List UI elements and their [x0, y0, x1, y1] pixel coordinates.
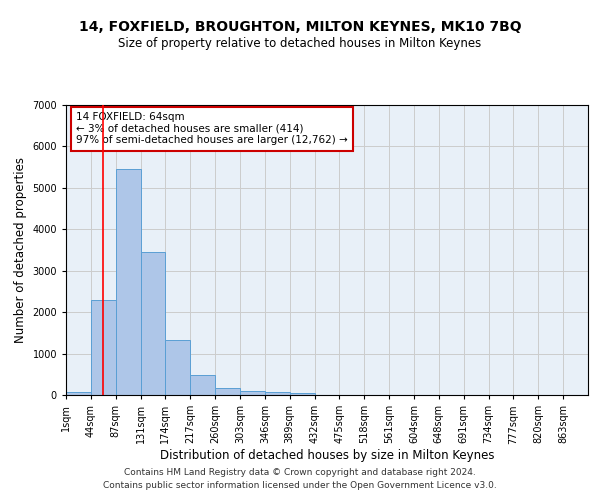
Y-axis label: Number of detached properties: Number of detached properties: [14, 157, 27, 343]
Text: 14, FOXFIELD, BROUGHTON, MILTON KEYNES, MK10 7BQ: 14, FOXFIELD, BROUGHTON, MILTON KEYNES, …: [79, 20, 521, 34]
Bar: [240, 391, 265, 395]
Text: Size of property relative to detached houses in Milton Keynes: Size of property relative to detached ho…: [118, 38, 482, 51]
Bar: [140, 252, 166, 395]
X-axis label: Distribution of detached houses by size in Milton Keynes: Distribution of detached houses by size …: [160, 449, 494, 462]
Bar: [91, 300, 116, 395]
Bar: [215, 388, 240, 395]
Bar: [66, 392, 91, 395]
Bar: [190, 375, 215, 395]
Bar: [116, 169, 140, 395]
Bar: [166, 340, 190, 395]
Bar: [265, 392, 290, 395]
Text: Contains public sector information licensed under the Open Government Licence v3: Contains public sector information licen…: [103, 480, 497, 490]
Text: Contains HM Land Registry data © Crown copyright and database right 2024.: Contains HM Land Registry data © Crown c…: [124, 468, 476, 477]
Bar: [290, 393, 314, 395]
Text: 14 FOXFIELD: 64sqm
← 3% of detached houses are smaller (414)
97% of semi-detache: 14 FOXFIELD: 64sqm ← 3% of detached hous…: [76, 112, 348, 146]
